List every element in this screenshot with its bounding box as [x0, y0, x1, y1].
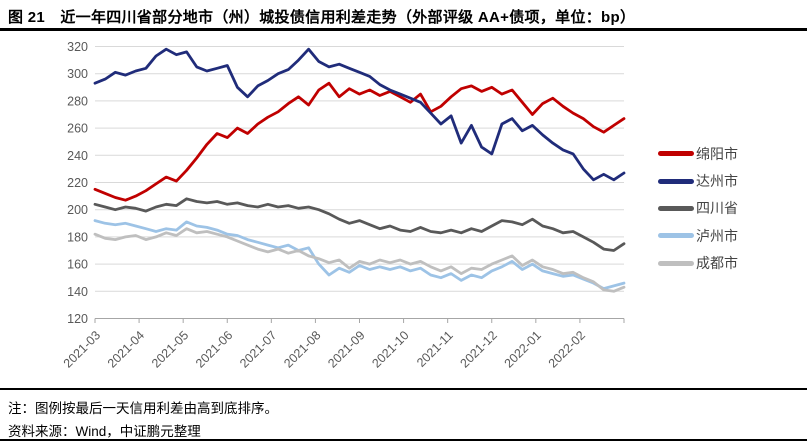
- series-line-1: [93, 47, 626, 182]
- x-tick-label: 2021-03: [61, 328, 103, 370]
- x-tick-label: 2022-02: [546, 328, 588, 370]
- legend-item-3: 泸州市: [658, 222, 738, 249]
- y-tick-label: 320: [67, 40, 88, 54]
- chart-note: 注：图例按最后一天信用利差由高到底排序。: [8, 401, 278, 416]
- series-line-0: [93, 81, 626, 202]
- y-tick-label: 240: [67, 149, 88, 163]
- legend-swatch-icon: [658, 233, 694, 239]
- y-tick-label: 160: [67, 258, 88, 272]
- title-separator: [0, 28, 807, 31]
- x-tick-label: 2021-12: [458, 328, 500, 370]
- legend-label: 泸州市: [696, 227, 738, 244]
- legend-item-0: 绵阳市: [658, 140, 738, 167]
- legend-label: 达州市: [696, 173, 738, 190]
- x-tick-label: 2021-11: [414, 328, 456, 370]
- legend-item-4: 成都市: [658, 250, 738, 277]
- series-line-2: [93, 197, 626, 252]
- figure-title: 图 21 近一年四川省部分地市（州）城投债信用利差走势（外部评级 AA+债项，单…: [8, 9, 636, 26]
- y-tick-label: 280: [67, 94, 88, 108]
- source-note: 资料来源：Wind，中证鹏元整理: [8, 424, 201, 439]
- legend-label: 四川省: [696, 200, 738, 217]
- x-tick-label: 2021-08: [281, 328, 323, 370]
- legend-swatch-icon: [658, 205, 694, 211]
- notes-separator: [0, 388, 807, 390]
- legend-item-1: 达州市: [658, 167, 738, 194]
- x-tick-label: 2021-04: [105, 328, 147, 370]
- legend-label: 成都市: [696, 255, 738, 272]
- bottom-border: [0, 439, 807, 441]
- y-tick-label: 200: [67, 203, 88, 217]
- y-tick-label: 120: [67, 312, 88, 326]
- x-tick-label: 2021-10: [369, 328, 411, 370]
- y-tick-label: 260: [67, 122, 88, 136]
- x-tick-label: 2021-07: [237, 328, 279, 370]
- y-tick-label: 140: [67, 285, 88, 299]
- y-tick-label: 180: [67, 230, 88, 244]
- y-tick-label: 300: [67, 67, 88, 81]
- chart-legend: 绵阳市达州市四川省泸州市成都市: [658, 140, 738, 277]
- legend-swatch-icon: [658, 178, 694, 184]
- x-tick-label: 2021-05: [149, 328, 191, 370]
- y-tick-label: 220: [67, 176, 88, 190]
- legend-swatch-icon: [658, 260, 694, 266]
- legend-label: 绵阳市: [696, 145, 738, 162]
- series-line-4: [93, 227, 626, 293]
- x-tick-label: 2022-01: [502, 328, 544, 370]
- x-tick-label: 2021-06: [193, 328, 235, 370]
- legend-item-2: 四川省: [658, 195, 738, 222]
- series-line-3: [93, 219, 626, 291]
- x-tick-label: 2021-09: [325, 328, 367, 370]
- legend-swatch-icon: [658, 151, 694, 157]
